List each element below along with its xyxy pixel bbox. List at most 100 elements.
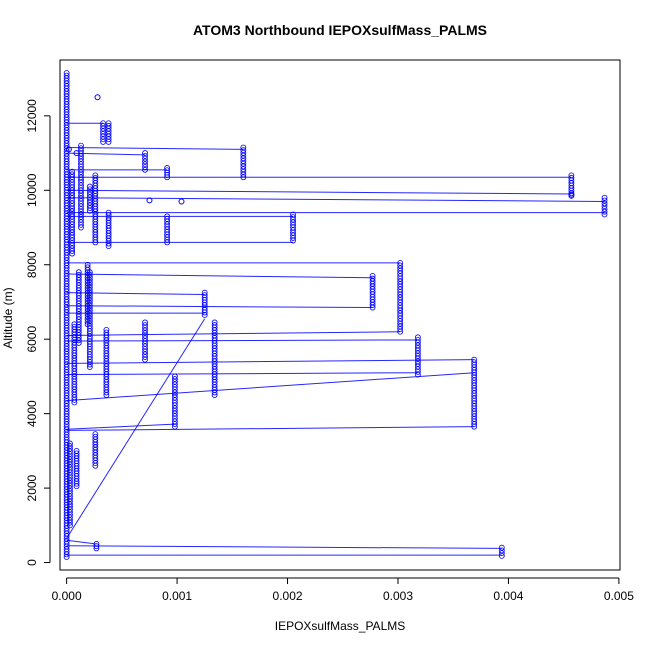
data-point bbox=[290, 214, 296, 220]
data-point bbox=[142, 164, 148, 170]
data-point bbox=[498, 550, 505, 557]
data-point bbox=[73, 450, 80, 457]
series-line-segment bbox=[66, 359, 475, 364]
series-line-segment bbox=[66, 545, 502, 549]
data-point bbox=[240, 163, 247, 170]
data-point bbox=[105, 212, 112, 219]
data-point bbox=[601, 194, 608, 201]
data-point bbox=[92, 433, 99, 440]
data-point bbox=[171, 373, 178, 380]
data-point bbox=[568, 191, 575, 198]
data-point bbox=[498, 547, 505, 554]
data-point bbox=[142, 161, 148, 168]
data-point bbox=[73, 150, 80, 157]
data-point bbox=[71, 324, 78, 330]
data-point bbox=[414, 337, 421, 343]
data-point bbox=[86, 183, 93, 190]
data-point bbox=[69, 171, 76, 178]
series-line-segment bbox=[66, 318, 206, 539]
x-axis-label: IEPOXsulfMass_PALMS bbox=[275, 619, 406, 633]
series-line-segment bbox=[66, 423, 175, 430]
data-points bbox=[63, 70, 608, 560]
data-point bbox=[240, 168, 247, 175]
data-point bbox=[67, 443, 73, 449]
data-point bbox=[75, 271, 82, 278]
data-point bbox=[498, 544, 505, 551]
axis-layer: 0.000 0.001 0.002 0.003 0.004 0.005 0 2000 4000 6… bbox=[25, 99, 634, 603]
data-point bbox=[240, 149, 247, 156]
y-axis-label: Altitude (m) bbox=[1, 287, 15, 348]
data-point bbox=[105, 123, 112, 129]
data-point bbox=[65, 146, 72, 153]
data-point bbox=[240, 144, 247, 151]
data-point bbox=[201, 292, 208, 299]
data-point bbox=[142, 319, 148, 326]
data-point bbox=[240, 155, 247, 162]
series-line-segment bbox=[66, 273, 373, 279]
data-point bbox=[601, 208, 608, 215]
y-tick-label: 2000 bbox=[25, 474, 39, 501]
data-point bbox=[397, 259, 404, 266]
data-point bbox=[601, 206, 608, 212]
data-point bbox=[240, 160, 247, 167]
data-point bbox=[100, 123, 106, 129]
series-line-segment bbox=[66, 189, 572, 195]
data-point bbox=[164, 213, 171, 220]
chart-title: ATOM3 Northbound IEPOXsulfMass_PALMS bbox=[193, 22, 487, 38]
data-point bbox=[142, 322, 148, 329]
data-point bbox=[471, 359, 478, 366]
data-point bbox=[71, 321, 78, 328]
line-segments bbox=[66, 122, 605, 556]
x-tick-label: 0.003 bbox=[383, 589, 413, 603]
data-point bbox=[211, 322, 218, 328]
series-line-segment bbox=[66, 372, 475, 402]
series-line-segment bbox=[66, 331, 401, 336]
y-tick-label: 8000 bbox=[25, 251, 39, 278]
data-point bbox=[69, 168, 76, 175]
data-point bbox=[498, 552, 505, 559]
data-point bbox=[601, 211, 608, 218]
y-tick-label: 12000 bbox=[25, 99, 39, 133]
data-point bbox=[164, 165, 171, 171]
data-point bbox=[142, 166, 148, 173]
data-point bbox=[92, 172, 99, 179]
x-tick-label: 0.001 bbox=[162, 589, 192, 603]
data-point bbox=[63, 72, 70, 79]
data-point bbox=[105, 209, 112, 216]
data-point bbox=[601, 197, 608, 204]
data-point bbox=[471, 356, 478, 363]
data-point bbox=[75, 269, 82, 276]
data-point bbox=[240, 166, 247, 173]
series-line-segment bbox=[66, 539, 97, 545]
series-line-segment bbox=[66, 339, 418, 342]
x-tick-label: 0.004 bbox=[493, 589, 523, 603]
y-tick-label: 0 bbox=[25, 559, 39, 566]
data-point bbox=[84, 264, 91, 271]
data-point bbox=[240, 174, 247, 181]
data-point bbox=[240, 158, 247, 164]
data-point bbox=[369, 275, 376, 282]
data-point bbox=[93, 541, 100, 547]
plot-area-border bbox=[59, 59, 621, 571]
data-point bbox=[164, 216, 171, 222]
data-point bbox=[142, 150, 148, 156]
series-line-segment bbox=[66, 197, 605, 202]
data-point bbox=[568, 172, 575, 179]
data-point bbox=[142, 158, 148, 165]
data-point bbox=[63, 70, 70, 76]
data-point bbox=[103, 326, 110, 333]
data-point bbox=[240, 171, 247, 178]
data-point bbox=[601, 200, 608, 207]
x-tick-label: 0.000 bbox=[52, 589, 82, 603]
data-point bbox=[86, 186, 93, 193]
y-tick-label: 6000 bbox=[25, 326, 39, 353]
data-point bbox=[146, 197, 153, 204]
series-line-segment bbox=[66, 372, 418, 376]
data-point bbox=[100, 120, 106, 127]
y-tick-label: 10000 bbox=[25, 173, 39, 207]
data-point bbox=[142, 152, 148, 159]
data-point bbox=[92, 175, 99, 181]
data-point bbox=[142, 155, 148, 162]
series-line-segment bbox=[66, 305, 373, 309]
data-point bbox=[78, 142, 84, 149]
